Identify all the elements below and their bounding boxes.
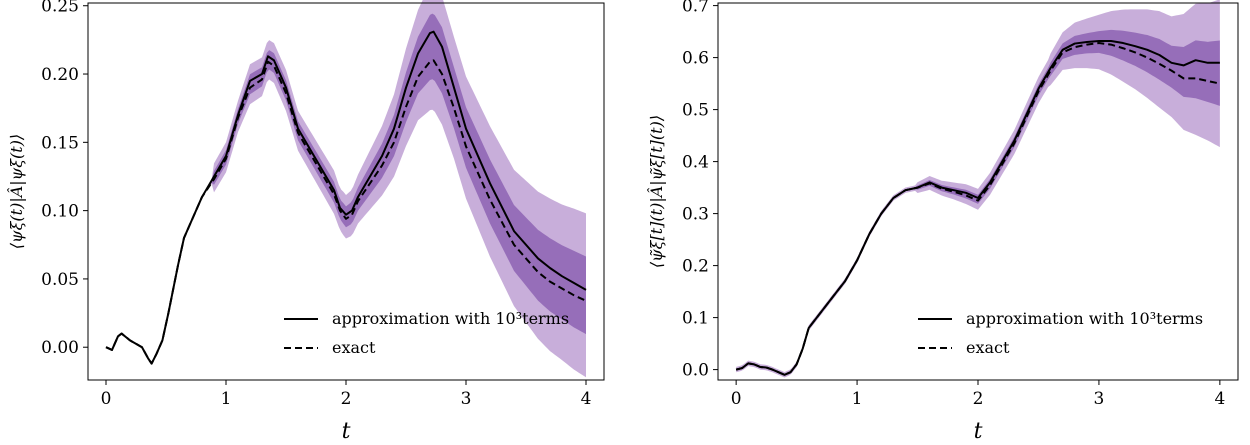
y-tick-label: 0.4 xyxy=(682,153,709,173)
uncertainty-band-inner xyxy=(106,13,586,364)
chart-panel-1: 0 1 2 3 4 0.00 0.05 0.10 0.15 0.20 0.25 t ⟨ψξ(t)|Â|ψ… xyxy=(6,0,605,444)
series-line-exact xyxy=(735,42,1221,376)
x-tick-label: 4 xyxy=(581,389,592,409)
y-axis-label: ⟨ψξ(t)|Â|ψξ(t)⟩ xyxy=(6,134,26,249)
x-axis-label: t xyxy=(342,419,351,444)
y-tick-label: 0.20 xyxy=(41,65,79,85)
x-tick-label: 2 xyxy=(341,389,352,409)
x-tick-label: 0 xyxy=(101,389,112,409)
y-tick-label: 0.2 xyxy=(682,257,709,277)
y-tick-label: 0.3 xyxy=(682,205,709,225)
x-tick-label: 1 xyxy=(221,389,232,409)
y-axis-label: ⟨ψ̃ξ[t](t)|Â|ψ̃ξ[t](t)⟩ xyxy=(646,115,666,268)
uncertainty-band-outer xyxy=(736,0,1220,378)
x-axis-label: t xyxy=(974,419,983,444)
series-line-exact xyxy=(105,59,587,365)
chart-panel-2: 0 1 2 3 4 0.0 0.1 0.2 0.3 0.4 0.5 0.6 0.7 t ⟨ψ̃ξ[t](t)… xyxy=(646,0,1239,444)
legend-label-exact: exact xyxy=(966,338,1010,357)
y-tick-label: 0.25 xyxy=(41,0,79,17)
uncertainty-band-outer xyxy=(106,0,586,378)
x-tick-label: 1 xyxy=(852,389,863,409)
y-tick-label: 0.15 xyxy=(41,133,79,153)
y-tick-label: 0.0 xyxy=(682,361,709,381)
legend-label-approximation: approximation with 10³terms xyxy=(966,309,1203,328)
x-tick-label: 4 xyxy=(1214,389,1225,409)
y-tick-label: 0.5 xyxy=(682,101,709,121)
x-tick-label: 2 xyxy=(973,389,984,409)
y-tick-label: 0.6 xyxy=(682,49,709,69)
y-tick-label: 0.1 xyxy=(682,309,709,329)
legend-label-approximation: approximation with 10³terms xyxy=(332,309,569,328)
x-tick-label: 3 xyxy=(461,389,472,409)
legend-label-exact: exact xyxy=(332,338,376,357)
uncertainty-band-inner xyxy=(736,29,1220,376)
y-tick-label: 0.05 xyxy=(41,270,79,290)
y-tick-label: 0.7 xyxy=(682,0,709,17)
y-tick-label: 0.10 xyxy=(41,202,79,222)
x-tick-label: 3 xyxy=(1094,389,1105,409)
y-tick-label: 0.00 xyxy=(41,338,79,358)
x-tick-label: 0 xyxy=(731,389,742,409)
